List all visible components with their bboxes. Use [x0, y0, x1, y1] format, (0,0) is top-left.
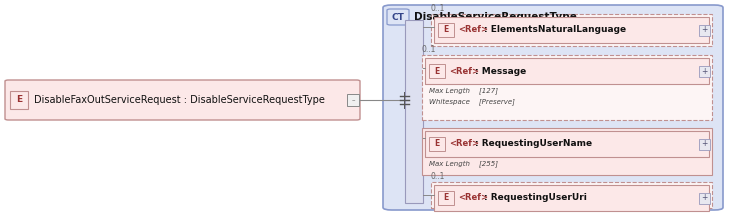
Bar: [699, 66, 710, 77]
Text: +: +: [701, 66, 708, 75]
Text: : ElementsNaturalLanguage: : ElementsNaturalLanguage: [484, 26, 626, 34]
Text: –: –: [352, 97, 355, 103]
Text: : RequestingUserUri: : RequestingUserUri: [484, 194, 587, 203]
Bar: [429, 64, 445, 78]
Text: E: E: [16, 95, 22, 104]
Bar: [429, 137, 445, 151]
Text: : RequestingUserName: : RequestingUserName: [475, 140, 592, 149]
Bar: [422, 128, 712, 175]
Text: 0..1: 0..1: [431, 172, 445, 181]
FancyBboxPatch shape: [5, 80, 360, 120]
Bar: [10, 91, 28, 109]
Bar: [434, 185, 709, 211]
Bar: [438, 23, 454, 37]
Text: <Ref>: <Ref>: [449, 140, 479, 149]
Bar: [431, 182, 712, 208]
Text: E: E: [434, 140, 439, 149]
Text: <Ref>: <Ref>: [458, 194, 488, 203]
Bar: [347, 94, 359, 106]
Text: : Message: : Message: [475, 66, 526, 75]
Bar: [405, 20, 423, 203]
Bar: [422, 55, 712, 120]
Text: E: E: [444, 194, 449, 203]
Text: 0..1: 0..1: [431, 4, 445, 13]
Text: <Ref>: <Ref>: [458, 26, 488, 34]
Text: CT: CT: [392, 12, 404, 22]
Bar: [699, 25, 710, 35]
Text: +: +: [701, 26, 708, 34]
Text: E: E: [444, 26, 449, 34]
Text: DisableServiceRequestType: DisableServiceRequestType: [414, 12, 577, 22]
Bar: [431, 14, 712, 46]
Bar: [425, 131, 709, 157]
Bar: [425, 58, 709, 84]
Bar: [699, 192, 710, 204]
Text: Max Length    [127]: Max Length [127]: [429, 87, 498, 94]
Bar: [438, 191, 454, 205]
Text: DisableFaxOutServiceRequest : DisableServiceRequestType: DisableFaxOutServiceRequest : DisableSer…: [34, 95, 325, 105]
Text: Whitespace    [Preserve]: Whitespace [Preserve]: [429, 98, 515, 105]
Text: <Ref>: <Ref>: [449, 66, 479, 75]
Text: +: +: [701, 194, 708, 203]
Text: Max Length    [255]: Max Length [255]: [429, 160, 498, 167]
Text: E: E: [434, 66, 439, 75]
Text: 0..1: 0..1: [422, 45, 436, 54]
Bar: [434, 17, 709, 43]
Bar: [699, 138, 710, 149]
FancyBboxPatch shape: [387, 9, 409, 25]
Text: +: +: [701, 140, 708, 149]
FancyBboxPatch shape: [383, 5, 723, 210]
